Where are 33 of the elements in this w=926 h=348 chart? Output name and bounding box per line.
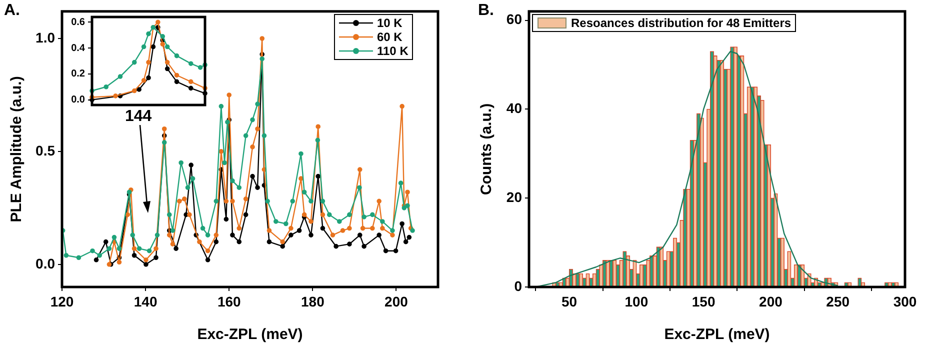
y-axis-title: PLE Amplitude (a.u.): [8, 76, 26, 222]
y-tick-label: 0.6: [71, 16, 86, 28]
y-tick-label: 0.4: [71, 42, 86, 54]
y-tick-label: 0: [514, 278, 522, 294]
x-tick-label: 180: [300, 293, 325, 310]
y-tick-label: 20: [506, 188, 522, 205]
text: B.: [478, 2, 494, 20]
x-tick-label: 200: [384, 293, 408, 310]
text: A.: [4, 2, 20, 20]
y-tick-label: 1.0: [36, 29, 56, 46]
y-tick-label: 0.5: [36, 142, 56, 158]
x-tick-label: 300: [893, 293, 917, 310]
x-axis-title: Exc-ZPL (meV): [664, 326, 770, 344]
x-tick-label: 120: [50, 293, 74, 310]
legend-label: 10 K: [377, 16, 402, 30]
y-axis-title: Counts (a.u.): [478, 103, 496, 196]
y-tick-label: 0.0: [36, 255, 56, 272]
y-tick-label: 60: [506, 11, 522, 28]
x-tick-label: 160: [217, 293, 242, 310]
x-tick-label: 150: [692, 293, 716, 310]
x-tick-label: 250: [826, 293, 850, 310]
x-axis-title: Exc-ZPL (meV): [197, 326, 303, 344]
legend-label: 60 K: [377, 30, 402, 44]
y-tick-label: 0.2: [71, 68, 86, 80]
legend-label: Resoances distribution for 48 Emitters: [571, 16, 792, 30]
annotation: 144: [125, 108, 152, 126]
y-tick-label: 40: [506, 100, 522, 116]
x-tick-label: 100: [624, 293, 648, 310]
legend-label: 110 K: [377, 44, 408, 58]
x-tick-label: 140: [134, 293, 158, 310]
y-tick-label: 0.0: [71, 94, 86, 106]
x-tick-label: 50: [561, 293, 578, 310]
x-tick-label: 200: [759, 293, 783, 310]
